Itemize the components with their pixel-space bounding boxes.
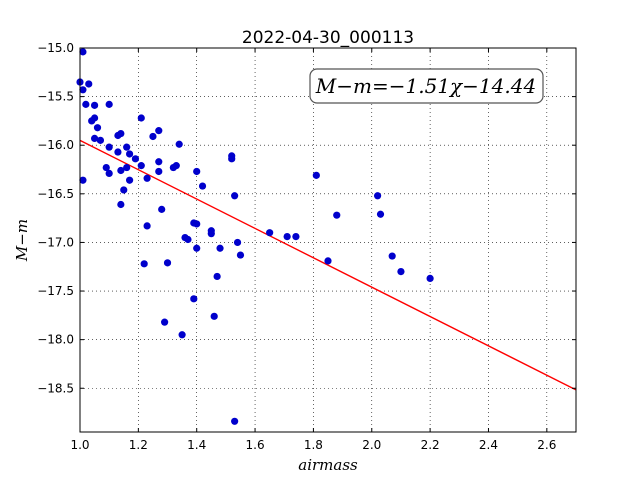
data-point [210, 312, 218, 320]
fit-equation-frame [309, 68, 544, 104]
data-point [376, 210, 385, 218]
y-tick-label: −18.0 [37, 333, 74, 347]
data-point [397, 267, 405, 276]
data-point [193, 220, 201, 228]
x-tick-labels: 1.0 1.2 1.4 1.6 1.8 2.0 2.2 2.4 2.6 [70, 438, 556, 452]
data-point [79, 48, 87, 56]
data-point [105, 169, 113, 178]
y-tick-label: −17.5 [37, 284, 74, 298]
data-point [193, 244, 201, 252]
data-point [90, 134, 99, 143]
data-point [96, 136, 105, 144]
x-axis-label: airmass [298, 456, 358, 474]
x-tick-label: 1.0 [70, 438, 89, 452]
data-point [266, 229, 274, 237]
y-tick-label: −15.0 [37, 41, 74, 55]
data-point [236, 251, 245, 259]
data-point [213, 272, 221, 281]
y-tick-label: −16.5 [37, 187, 74, 201]
data-point [131, 155, 140, 163]
data-point [193, 167, 201, 176]
data-point [178, 331, 186, 339]
plot-frame [79, 47, 577, 433]
y-tick-label: −15.5 [37, 90, 74, 104]
plot-area [80, 48, 576, 432]
data-point [105, 100, 113, 108]
y-tick-labels: −15.0 −15.5 −16.0 −16.5 −17.0 −17.5 −18.0 −18.5 [37, 41, 74, 395]
data-point [155, 158, 163, 166]
fit-equation-label: M−m=−1.51χ−14.44 [315, 74, 536, 98]
data-point [105, 143, 113, 151]
data-point [90, 101, 99, 109]
axis-ticks [79, 47, 576, 432]
data-point [161, 318, 169, 326]
data-point [85, 80, 93, 88]
data-point [198, 182, 207, 190]
data-point [140, 260, 148, 268]
data-point [324, 257, 332, 265]
data-point [155, 167, 163, 176]
data-point [216, 244, 224, 252]
data-point [137, 162, 145, 170]
data-point [228, 155, 236, 163]
y-tick-label: −16.0 [37, 138, 74, 152]
data-point [117, 166, 125, 175]
data-point [426, 274, 434, 282]
fit-line [79, 139, 577, 391]
data-point [79, 176, 87, 184]
data-point [333, 211, 341, 219]
y-tick-label: −18.5 [37, 381, 74, 395]
data-point [114, 148, 122, 156]
x-tick-label: 1.4 [187, 438, 206, 452]
data-point [143, 222, 151, 230]
x-tick-label: 1.2 [129, 438, 148, 452]
data-point [117, 200, 125, 209]
y-axis-label: M−m [13, 219, 31, 262]
data-point [123, 163, 131, 172]
x-tick-label: 1.6 [246, 438, 265, 452]
data-point [374, 192, 382, 200]
data-point [102, 163, 110, 172]
data-point [143, 174, 151, 182]
data-point [79, 86, 87, 94]
fit-line-group [79, 139, 577, 391]
y-tick-label: −17.0 [37, 235, 74, 249]
x-tick-label: 2.6 [537, 438, 556, 452]
data-point [123, 143, 131, 151]
data-point [82, 100, 90, 108]
fit-equation-box: M−m=−1.51χ−14.44 [309, 68, 544, 104]
data-point [175, 140, 183, 148]
data-point [184, 235, 192, 244]
chart-title: 2022-04-30_000113 [242, 28, 414, 48]
data-point [283, 232, 291, 241]
x-tick-label: 1.8 [304, 438, 323, 452]
data-point [126, 150, 134, 158]
data-point [233, 238, 242, 247]
data-point [126, 176, 134, 184]
x-tick-label: 2.0 [362, 438, 381, 452]
data-point [190, 295, 198, 303]
data-points [76, 48, 434, 425]
data-point [312, 171, 320, 179]
data-point [231, 192, 239, 200]
data-point [155, 127, 163, 135]
data-point [158, 205, 166, 213]
data-point [163, 259, 172, 267]
data-point [388, 252, 396, 260]
data-point [93, 124, 102, 132]
data-point [231, 417, 239, 425]
x-tick-label: 2.2 [421, 438, 440, 452]
data-point [90, 114, 99, 122]
data-point [120, 186, 128, 194]
data-point [172, 162, 180, 170]
data-point [137, 114, 145, 122]
x-tick-label: 2.4 [479, 438, 498, 452]
data-point [292, 232, 300, 241]
data-point [207, 230, 215, 238]
data-point [117, 129, 125, 138]
data-point [149, 132, 157, 141]
